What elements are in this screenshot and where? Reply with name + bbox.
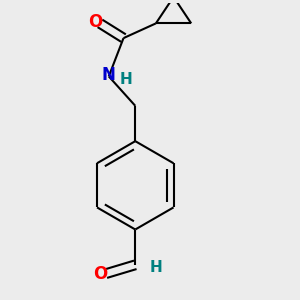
Text: H: H	[120, 72, 133, 87]
Text: H: H	[149, 260, 162, 275]
Text: O: O	[88, 13, 103, 31]
Text: N: N	[102, 66, 116, 84]
Text: O: O	[93, 265, 107, 283]
